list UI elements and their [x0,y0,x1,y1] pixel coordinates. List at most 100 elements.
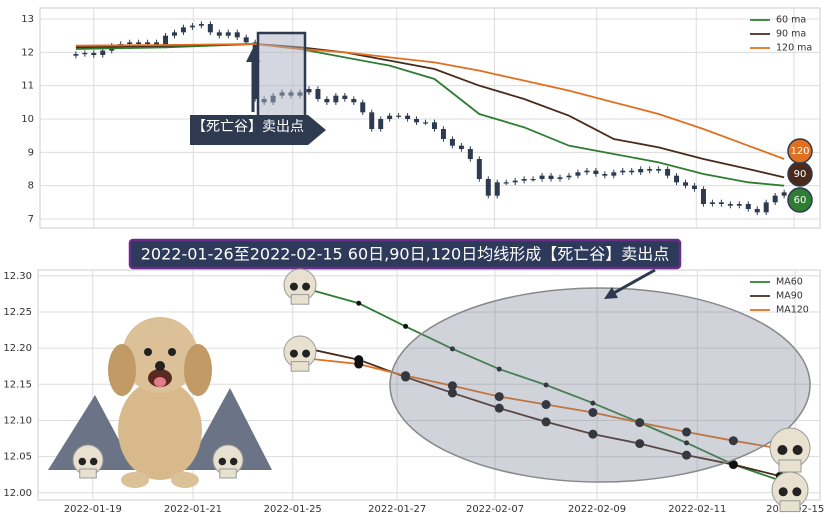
skull-jaw [778,459,802,473]
candle-body [216,32,222,36]
x-tick-label: 2022-01-25 [264,504,322,515]
candle-body [709,202,715,204]
candle-body [243,37,249,43]
candle-body [620,170,626,173]
highlight-box [256,31,307,122]
candle-body [440,129,446,139]
candle-body [145,42,151,44]
y-tick-label: 12.10 [3,415,32,426]
candle-body [700,189,706,204]
y-tick-label: 12.30 [3,271,32,282]
candle-body [163,35,169,46]
candle-body [575,172,581,176]
skull-eye [78,457,87,466]
candle-body [503,182,509,184]
candle-body [521,179,527,181]
point [635,418,645,428]
candle-body [539,175,545,179]
legend-label: 120 ma [776,43,812,54]
candle-body [180,27,186,33]
candle-body [458,145,464,149]
arrow-head [604,287,618,299]
legend-label: MA60 [776,277,803,288]
y-tick-label: 12.20 [3,343,32,354]
poodle-eye [144,348,152,356]
point [543,382,549,388]
end-label: 90 [794,169,807,180]
candle-body [772,195,778,203]
legend-label: MA90 [776,291,803,302]
candle-body [100,50,106,55]
legend-label: MA120 [776,305,809,316]
point [354,359,364,369]
candle-body [189,25,195,28]
skull-jaw [219,468,237,479]
banner [128,238,682,270]
candle-body [727,204,733,206]
candle-body [467,149,473,159]
y-tick-label: 11 [21,81,34,92]
candle-body [629,170,635,173]
end-label: 60 [794,195,807,206]
annotation: 【死亡谷】卖出点 [192,119,304,135]
candle-body [512,180,518,183]
skull-eye [89,457,98,466]
candle-body [360,102,366,113]
candle-body [431,122,437,129]
candle-body [656,169,662,171]
skulls [72,268,811,513]
point [494,392,504,402]
highlight-ellipse [389,287,811,483]
arrow-head [246,48,260,62]
point [635,439,645,449]
y-tick-label: 9 [28,147,34,158]
candle-body [333,95,339,103]
mountain [185,388,272,470]
x-tick-label: 2022-01-21 [164,504,222,515]
point [588,429,598,439]
point [728,460,738,470]
x-tick-label: 2022-02-09 [568,504,626,515]
candle-body [665,169,671,176]
candle-body [306,89,312,93]
point [496,366,502,372]
y-tick-label: 12 [21,47,34,58]
point [403,323,409,329]
skull-eye [792,487,802,497]
poodle-tongue [154,377,166,387]
skull-jaw [290,361,310,372]
y-tick-label: 12.05 [3,452,32,463]
candle-body [91,53,97,55]
candle-body [207,24,213,33]
x-tick-label: 2022-02-11 [668,504,726,515]
point [588,407,598,417]
skull-jaw [79,468,97,479]
candle-body [378,119,384,129]
candle-body [530,179,536,181]
point [682,450,692,460]
candle-body [557,177,563,179]
skull-eye [218,457,227,466]
skull-eye [777,445,788,455]
arrow [611,268,656,296]
y-tick-label: 12.15 [3,379,32,390]
point [728,436,738,446]
candle-body [198,24,204,26]
point [494,403,504,413]
point [541,400,551,410]
point [682,427,692,437]
banner-text: 2022-01-26至2022-02-15 60日,90日,120日均线形成【死… [141,245,670,264]
skull-eye [302,349,311,358]
candle-body [171,32,177,36]
candle-body [127,42,133,44]
candle-body [324,99,330,103]
end-label: 120 [790,146,809,157]
end-badge [787,138,813,164]
skull-jaw [290,294,310,305]
candle-body [754,209,760,213]
skull-eye [289,282,298,291]
candle-body [73,54,79,56]
poodle-head [122,317,198,393]
candle-body [548,175,554,179]
